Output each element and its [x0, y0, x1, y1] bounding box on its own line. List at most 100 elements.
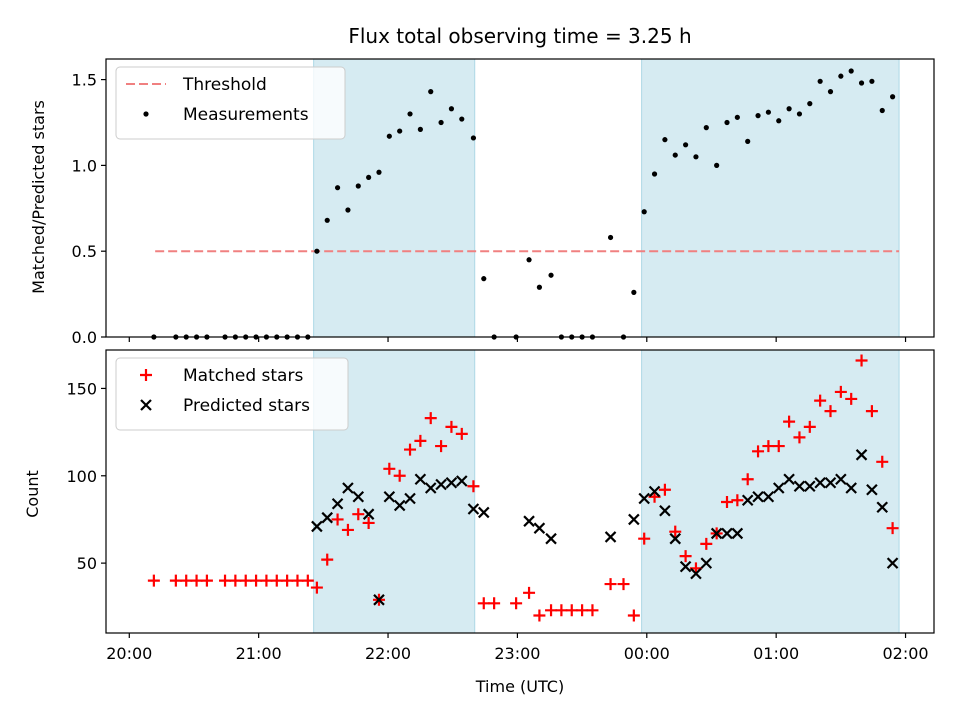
- data-point: [314, 248, 320, 254]
- data-point: [352, 508, 365, 521]
- data-point: [679, 560, 692, 573]
- data-point: [459, 116, 465, 122]
- data-point: [291, 574, 304, 587]
- data-point: [683, 142, 689, 148]
- data-point: [876, 501, 889, 513]
- data-point: [270, 574, 283, 587]
- bottom-shaded-span: [641, 349, 900, 634]
- data-point: [638, 492, 650, 505]
- data-point: [414, 473, 427, 486]
- data-point: [481, 276, 487, 282]
- data-point: [827, 89, 834, 95]
- legend-box: [115, 357, 349, 431]
- data-point: [879, 107, 885, 114]
- data-point: [793, 431, 806, 444]
- data-point: [414, 434, 427, 447]
- data-point: [659, 504, 671, 517]
- data-point: [804, 480, 816, 493]
- data-point: [710, 527, 723, 540]
- data-point: [648, 485, 661, 498]
- data-point: [301, 574, 314, 587]
- data-point: [393, 469, 406, 482]
- x-tick-label: 21:00: [236, 644, 282, 663]
- legend-label: Predicted stars: [183, 396, 310, 416]
- data-point: [731, 527, 744, 540]
- data-point: [690, 567, 702, 580]
- data-point: [672, 152, 678, 158]
- data-point: [793, 480, 806, 493]
- data-point: [838, 73, 844, 79]
- data-point: [890, 94, 896, 100]
- data-point: [311, 520, 323, 533]
- data-point: [366, 174, 372, 181]
- data-point: [669, 532, 682, 545]
- data-point: [752, 490, 764, 503]
- data-point: [310, 581, 323, 594]
- y-tick-label: 0.0: [72, 328, 97, 347]
- data-point: [783, 473, 795, 486]
- data-point: [180, 574, 193, 587]
- data-point: [721, 527, 733, 540]
- data-point: [533, 522, 546, 534]
- data-point: [817, 78, 823, 84]
- data-point: [533, 609, 546, 622]
- bottom-y-axis-label: Count: [23, 470, 42, 518]
- data-point: [752, 445, 765, 458]
- data-point: [386, 133, 392, 139]
- data-point: [814, 394, 827, 407]
- data-point: [334, 185, 341, 191]
- data-point: [424, 482, 437, 494]
- data-point: [824, 405, 837, 418]
- y-tick-label: 1.0: [72, 156, 97, 175]
- data-point: [845, 482, 857, 494]
- data-point: [404, 492, 416, 505]
- x-tick-label: 23:00: [494, 644, 540, 663]
- data-point: [435, 440, 448, 453]
- data-point: [865, 405, 878, 418]
- data-point: [342, 482, 354, 494]
- data-point: [607, 234, 614, 241]
- data-point: [662, 137, 668, 143]
- y-tick-label: 50: [77, 554, 97, 573]
- data-point: [834, 385, 847, 398]
- data-point: [352, 490, 365, 503]
- data-point: [700, 557, 713, 569]
- data-point: [407, 111, 413, 117]
- data-point: [586, 604, 599, 617]
- data-point: [545, 604, 558, 617]
- top-axes-frame: [105, 58, 935, 338]
- data-point: [745, 138, 751, 144]
- x-tick-label: 02:00: [882, 644, 928, 663]
- data-point: [239, 574, 252, 587]
- data-point: [281, 574, 294, 587]
- data-point: [741, 473, 754, 486]
- data-point: [679, 550, 692, 563]
- data-point: [869, 78, 875, 84]
- data-point: [345, 207, 351, 213]
- data-point: [523, 515, 535, 527]
- data-point: [638, 532, 651, 545]
- data-point: [604, 578, 617, 591]
- data-point: [807, 101, 813, 107]
- y-tick-label: 1.5: [72, 71, 97, 90]
- data-point: [470, 135, 477, 141]
- data-point: [526, 257, 532, 263]
- data-point: [545, 532, 557, 545]
- data-point: [260, 574, 273, 587]
- data-point: [693, 154, 699, 160]
- bottom-axes-frame: [105, 349, 935, 634]
- data-point: [169, 574, 182, 587]
- data-point: [383, 490, 396, 503]
- data-point: [555, 604, 568, 617]
- data-point: [467, 480, 480, 493]
- data-point: [536, 284, 543, 290]
- data-point: [714, 162, 720, 168]
- data-point: [424, 412, 437, 425]
- legend-marker: [143, 111, 149, 117]
- data-point: [814, 476, 826, 489]
- data-point: [324, 217, 330, 223]
- data-point: [404, 443, 417, 456]
- data-point: [200, 574, 213, 587]
- data-point: [147, 574, 160, 587]
- data-point: [631, 289, 637, 295]
